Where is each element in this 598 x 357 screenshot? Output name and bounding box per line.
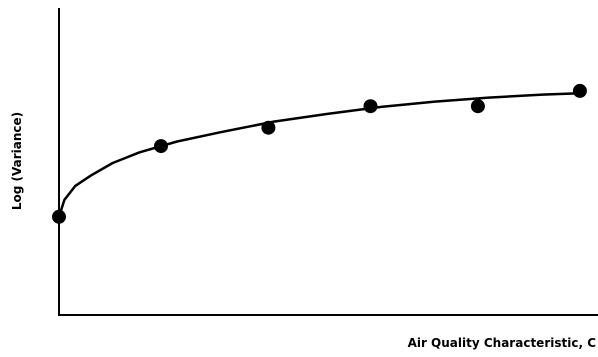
- data-point-5: [470, 99, 485, 114]
- data-point-1: [52, 209, 66, 224]
- data-point-2: [154, 139, 168, 154]
- data-point-4: [363, 99, 378, 114]
- data-points: [52, 83, 587, 224]
- data-point-6: [572, 83, 587, 98]
- fit-curve: [57, 92, 582, 219]
- x-axis-label: Air Quality Characteristic, C: [408, 336, 597, 350]
- data-point-3: [261, 120, 276, 135]
- axes: [58, 8, 598, 316]
- y-axis-label: Log (Variance): [10, 112, 24, 210]
